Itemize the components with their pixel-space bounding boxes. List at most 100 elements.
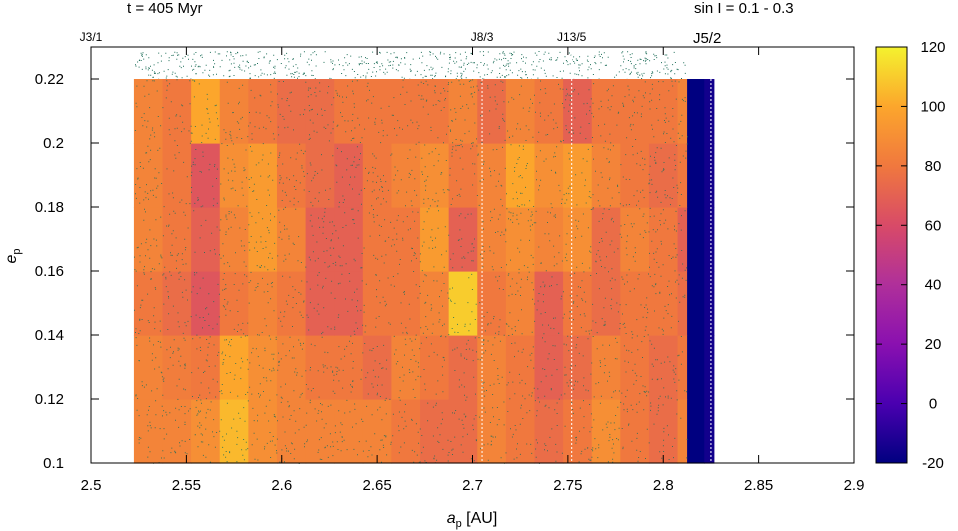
heatmap-cell	[362, 207, 393, 272]
heatmap-cell	[563, 143, 593, 208]
heatmap-cell	[620, 143, 650, 208]
heatmap-cell	[362, 79, 393, 144]
heatmap-cell	[677, 335, 688, 400]
heatmap-cell	[620, 399, 650, 464]
y-axis-label-main: e	[3, 255, 20, 264]
heatmap-cell	[591, 271, 621, 336]
heatmap-cell	[219, 207, 249, 272]
heatmap-cell	[591, 79, 621, 144]
heatmap-cell	[534, 335, 564, 400]
x-tick-label: 2.7	[462, 477, 483, 494]
x-tick-label: 2.8	[653, 477, 674, 494]
chart-title-right: sin I = 0.1 - 0.3	[694, 0, 794, 17]
heatmap-cell	[704, 207, 715, 272]
heatmap-cell	[448, 271, 478, 336]
heatmap-cell	[420, 79, 450, 144]
heatmap-cell	[248, 207, 278, 272]
heatmap-cell	[334, 207, 364, 272]
heatmap-cell	[591, 335, 621, 400]
particle-scatter	[135, 51, 686, 80]
heatmap-cell	[687, 271, 705, 336]
heatmap-cell	[248, 399, 278, 464]
heatmap-cell	[648, 207, 679, 272]
heatmap-cell	[162, 335, 192, 400]
heatmap-cell	[704, 79, 715, 144]
colorbar-ticks: -20 0 20 40 60 80 100 120	[876, 39, 946, 472]
heatmap-cell	[248, 79, 278, 144]
heatmap-cell	[648, 79, 679, 144]
y-tick-label: 0.14	[35, 327, 64, 344]
heatmap-cell	[162, 143, 192, 208]
heatmap-cell	[563, 271, 593, 336]
heatmap-cell	[219, 143, 249, 208]
heatmap-cell	[505, 271, 536, 336]
x-axis-label: ap [AU]	[447, 510, 498, 530]
heatmap-cell	[505, 335, 536, 400]
heatmap-cell	[162, 271, 192, 336]
heatmap-cell	[704, 143, 715, 208]
heatmap-cell	[704, 271, 715, 336]
x-tick-label: 2.85	[744, 477, 773, 494]
heatmap-cell	[505, 207, 536, 272]
heatmap-cell	[133, 143, 164, 208]
resonance-label: J3/1	[80, 30, 103, 44]
heatmap-cell	[162, 79, 192, 144]
heatmap-cell	[420, 143, 450, 208]
heatmap-cell	[334, 335, 364, 400]
heatmap-cell	[276, 143, 307, 208]
heatmap-cell	[677, 143, 688, 208]
heatmap-cell	[334, 399, 364, 464]
colorbar-tick-label: 20	[925, 336, 942, 353]
heatmap-cell	[305, 143, 335, 208]
particle-band	[135, 51, 686, 80]
y-axis-label-sub: p	[11, 248, 23, 254]
heatmap-cell	[391, 271, 421, 336]
heatmap-cell	[219, 335, 249, 400]
heatmap-cell	[133, 207, 164, 272]
heatmap-cell	[248, 335, 278, 400]
heatmap-cell	[563, 79, 593, 144]
colorbar-tick-label: 0	[929, 396, 937, 413]
heatmap-cell	[620, 335, 650, 400]
heatmap-cell	[563, 207, 593, 272]
y-tick-label: 0.1	[43, 455, 64, 472]
heatmap-cell	[620, 207, 650, 272]
heatmap-cell	[305, 207, 335, 272]
heatmap-cell	[391, 79, 421, 144]
colorbar-tick-label: -20	[922, 455, 944, 472]
heatmap-cell	[448, 79, 478, 144]
heatmap-cell	[162, 399, 192, 464]
heatmap-cell	[219, 79, 249, 144]
heatmap-cell	[276, 207, 307, 272]
heatmap-cell	[563, 335, 593, 400]
heatmap-cell	[620, 79, 650, 144]
heatmap-cells	[133, 79, 715, 464]
heatmap-cell	[505, 399, 536, 464]
resonance-label: J13/5	[557, 30, 587, 44]
heatmap-cell	[391, 399, 421, 464]
heatmap-cell	[591, 143, 621, 208]
heatmap-cell	[677, 271, 688, 336]
heatmap-cell	[248, 271, 278, 336]
heatmap-cell	[687, 207, 705, 272]
heatmap-cell	[305, 399, 335, 464]
heatmap-cell	[591, 207, 621, 272]
heatmap-cell	[648, 271, 679, 336]
heatmap-cell	[534, 399, 564, 464]
heatmap-cell	[391, 207, 421, 272]
heatmap-cell	[191, 79, 221, 144]
y-tick-label: 0.2	[43, 135, 64, 152]
heatmap-cell	[219, 399, 249, 464]
resonance-label: J8/3	[471, 30, 494, 44]
heatmap-cell	[133, 271, 164, 336]
y-tick-label: 0.16	[35, 263, 64, 280]
x-tick-label: 2.55	[172, 477, 201, 494]
heatmap-cell	[420, 335, 450, 400]
heatmap-cell	[534, 271, 564, 336]
heatmap-cell	[191, 335, 221, 400]
colorbar-tick-label: 40	[925, 277, 942, 294]
x-axis-label-main: a	[447, 510, 456, 527]
heatmap-cell	[648, 143, 679, 208]
heatmap-cell	[420, 399, 450, 464]
heatmap-cell	[191, 207, 221, 272]
